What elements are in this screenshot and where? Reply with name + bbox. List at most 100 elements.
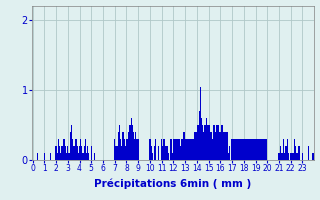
Bar [68, 153, 69, 160]
Bar [261, 139, 262, 160]
Bar [264, 139, 266, 160]
Bar [78, 153, 79, 160]
Bar [295, 146, 296, 160]
Bar [72, 139, 73, 160]
Bar [84, 146, 85, 160]
Bar [173, 139, 174, 160]
Bar [67, 146, 68, 160]
Bar [242, 139, 243, 160]
Bar [229, 146, 230, 160]
Bar [119, 125, 120, 160]
Bar [190, 139, 192, 160]
Bar [255, 139, 256, 160]
Bar [214, 125, 215, 160]
Bar [208, 125, 209, 160]
Bar [203, 132, 204, 160]
Bar [278, 153, 280, 160]
Bar [181, 139, 182, 160]
Bar [263, 139, 264, 160]
Bar [150, 146, 152, 160]
Bar [236, 139, 237, 160]
Bar [283, 139, 284, 160]
Bar [186, 139, 187, 160]
Bar [287, 139, 288, 160]
Bar [266, 139, 267, 160]
Bar [80, 139, 81, 160]
Bar [129, 125, 131, 160]
Bar [157, 146, 159, 160]
Bar [298, 146, 300, 160]
Bar [122, 132, 124, 160]
Bar [250, 139, 252, 160]
Bar [217, 125, 219, 160]
Bar [94, 153, 95, 160]
Bar [57, 153, 58, 160]
Bar [88, 153, 90, 160]
Bar [240, 139, 241, 160]
X-axis label: Précipitations 6min ( mm ): Précipitations 6min ( mm ) [94, 179, 252, 189]
Bar [308, 146, 309, 160]
Bar [66, 153, 67, 160]
Bar [210, 132, 212, 160]
Bar [178, 139, 179, 160]
Bar [69, 132, 71, 160]
Bar [164, 146, 166, 160]
Bar [216, 125, 217, 160]
Bar [280, 146, 281, 160]
Bar [197, 125, 199, 160]
Bar [294, 139, 295, 160]
Bar [196, 132, 197, 160]
Bar [200, 86, 201, 160]
Bar [37, 153, 38, 160]
Bar [174, 139, 175, 160]
Bar [179, 139, 180, 160]
Bar [227, 132, 228, 160]
Bar [222, 125, 223, 160]
Bar [60, 153, 61, 160]
Bar [290, 153, 291, 160]
Bar [171, 139, 172, 160]
Bar [207, 125, 208, 160]
Bar [62, 139, 64, 160]
Bar [185, 139, 186, 160]
Bar [233, 139, 234, 160]
Bar [193, 139, 194, 160]
Bar [259, 139, 260, 160]
Bar [79, 146, 80, 160]
Bar [172, 153, 173, 160]
Bar [224, 132, 226, 160]
Bar [167, 146, 168, 160]
Bar [223, 132, 224, 160]
Bar [132, 125, 133, 160]
Bar [176, 139, 178, 160]
Bar [168, 153, 169, 160]
Bar [83, 153, 84, 160]
Bar [254, 139, 255, 160]
Bar [118, 132, 119, 160]
Bar [213, 125, 214, 160]
Bar [124, 139, 125, 160]
Bar [131, 118, 132, 160]
Bar [237, 139, 238, 160]
Bar [262, 139, 263, 160]
Bar [114, 139, 115, 160]
Bar [183, 132, 185, 160]
Bar [166, 146, 167, 160]
Bar [249, 139, 250, 160]
Bar [234, 139, 235, 160]
Bar [136, 139, 138, 160]
Bar [228, 153, 229, 160]
Bar [302, 153, 303, 160]
Bar [241, 139, 242, 160]
Bar [182, 139, 183, 160]
Bar [312, 153, 314, 160]
Bar [226, 132, 227, 160]
Bar [55, 146, 57, 160]
Bar [189, 139, 190, 160]
Bar [238, 139, 240, 160]
Bar [134, 139, 135, 160]
Bar [161, 139, 162, 160]
Bar [81, 146, 83, 160]
Bar [248, 139, 249, 160]
Bar [187, 139, 188, 160]
